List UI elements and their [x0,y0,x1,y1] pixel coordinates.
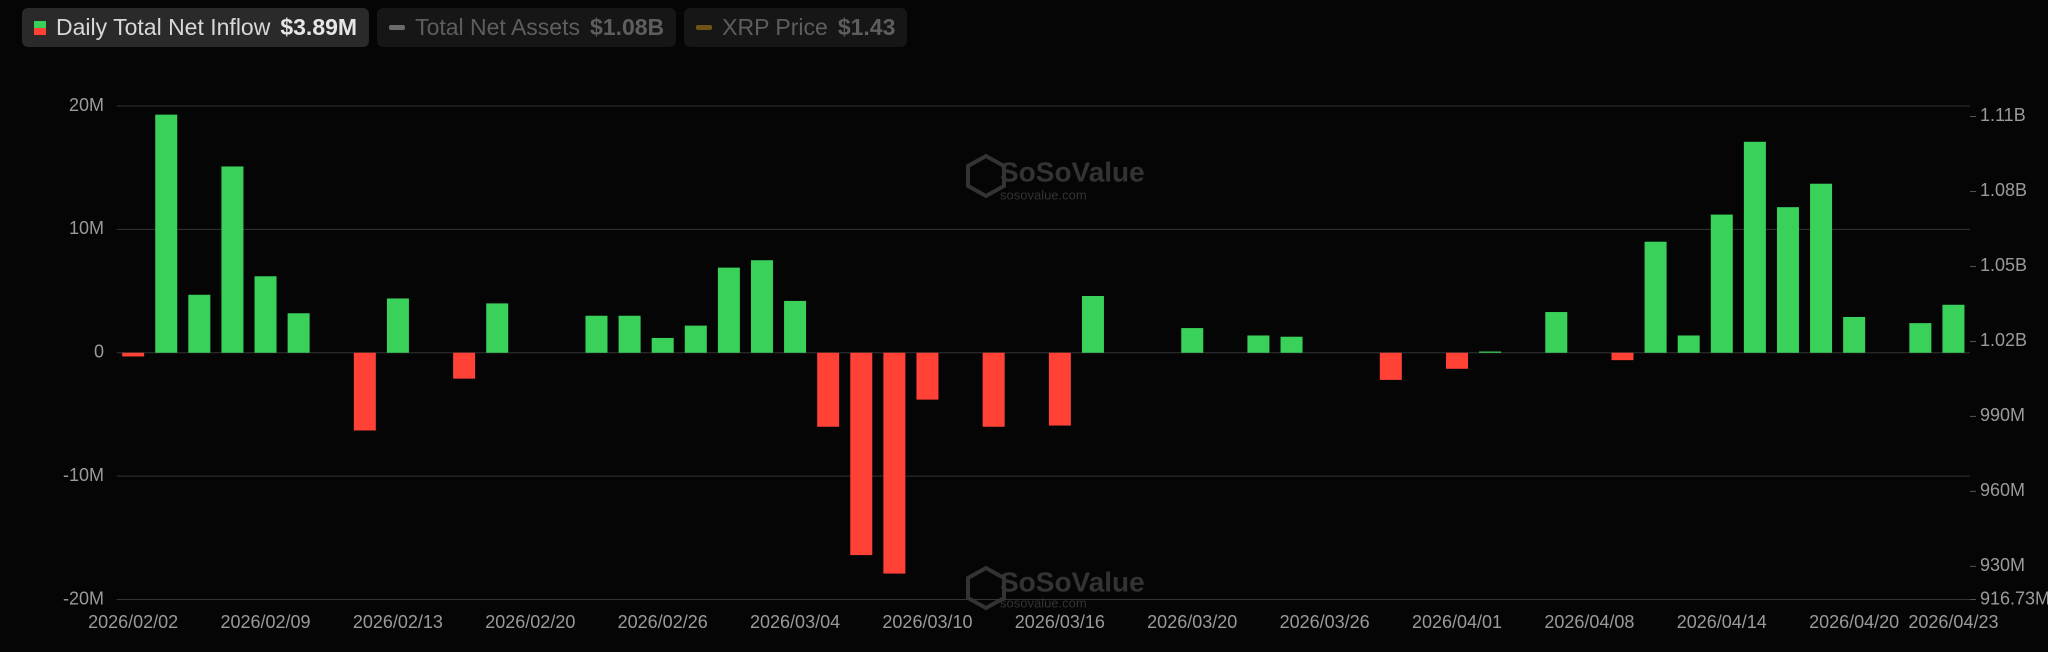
bar [1743,141,1766,353]
bar [1942,304,1965,353]
x-tick-label: 2026/04/23 [1908,612,1998,632]
bar [1081,295,1104,353]
legend-item[interactable]: XRP Price $1.43 [684,8,908,47]
bar [1247,335,1270,353]
bar [850,352,873,556]
bar [1677,335,1700,353]
x-tick-label: 2026/03/16 [1015,612,1105,632]
bar [817,352,840,427]
legend-icon [696,25,713,30]
bar [1048,352,1071,426]
y-tick-label: -10M [63,465,104,485]
x-tick-label: 2026/04/14 [1677,612,1767,632]
legend-value: $1.08B [589,14,665,40]
x-tick-label: 2026/03/26 [1280,612,1370,632]
legend-name: Daily Total Net Inflow [56,14,271,40]
bar [353,352,376,431]
bar [982,352,1005,427]
watermark-logo [966,565,1006,611]
bar [1710,214,1733,353]
legend-name: Total Net Assets [415,14,580,40]
y-tick-label: -20M [63,588,104,608]
x-tick-label: 2026/02/02 [88,612,178,632]
bar [1810,183,1833,353]
bar [1479,351,1502,353]
bar [684,325,707,353]
y2-tick-label: 1.11B [1980,105,2026,125]
bar [784,300,807,353]
bar [188,294,211,353]
y2-tick-label: 1.05B [1980,255,2027,275]
bar [1909,323,1932,353]
x-tick-label: 2026/04/20 [1809,612,1899,632]
bar [1644,241,1667,353]
y2-tick-label: 916.73M [1980,588,2048,608]
bar [1776,207,1799,353]
watermark-url: sosovalue.com [1000,595,1087,610]
y-tick-label: 0 [94,342,104,362]
bar [1611,352,1634,361]
bar [750,260,773,353]
y2-tick-label: 990M [1980,405,2025,425]
x-tick-label: 2026/02/20 [485,612,575,632]
bar [1446,352,1469,369]
x-tick-label: 2026/02/26 [618,612,708,632]
legend-value: $1.43 [837,14,896,40]
y2-tick-label: 960M [1980,480,2025,500]
legend-name: XRP Price [722,14,828,40]
bar [155,114,178,353]
bar [585,315,608,353]
watermark-brand: SoSoValue [1000,156,1145,187]
y-tick-label: 20M [69,95,104,115]
x-tick-label: 2026/03/04 [750,612,840,632]
y2-tick-label: 1.08B [1980,180,2027,200]
x-tick-label: 2026/04/01 [1412,612,1502,632]
y2-tick-label: 1.02B [1980,330,2027,350]
x-tick-label: 2026/03/10 [882,612,972,632]
y2-tick-label: 930M [1980,555,2025,575]
watermark-logo [966,153,1006,199]
bar [1181,328,1204,353]
bar [453,352,476,379]
x-tick-label: 2026/02/13 [353,612,443,632]
bar [916,352,939,400]
legend: Daily Total Net Inflow $3.89M Total Net As… [22,8,908,47]
bar [1379,352,1402,380]
bar [287,313,310,353]
watermark-brand: SoSoValue [1000,566,1145,597]
bar [254,276,277,353]
y-tick-label: 10M [69,218,104,238]
bar [486,303,509,353]
x-tick-label: 2026/02/09 [220,612,310,632]
bar [618,315,641,353]
legend-icon [34,20,46,35]
legend-value: $3.89M [280,14,358,40]
x-tick-label: 2026/04/08 [1544,612,1634,632]
legend-item[interactable]: Daily Total Net Inflow $3.89M [22,8,370,47]
bar [221,166,244,353]
bar [651,337,674,353]
bar [122,352,145,357]
bar [717,267,740,353]
legend-item[interactable]: Total Net Assets $1.08B [377,8,677,47]
bar [1843,316,1866,353]
x-tick-label: 2026/03/20 [1147,612,1237,632]
bar [883,352,906,574]
bar [1545,312,1568,353]
bar [386,298,409,353]
legend-icon [389,25,406,30]
watermark-url: sosovalue.com [1000,187,1087,202]
bar [1280,336,1303,353]
